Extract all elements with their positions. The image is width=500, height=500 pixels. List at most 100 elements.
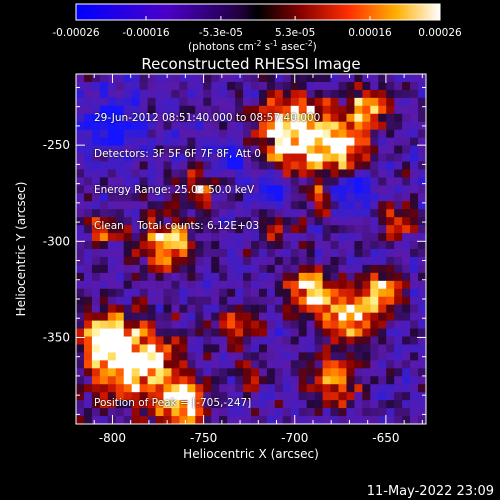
image-pixel <box>378 249 387 258</box>
image-pixel <box>243 121 252 131</box>
image-pixel <box>227 304 236 314</box>
image-pixel <box>76 217 85 226</box>
image-pixel <box>251 153 260 162</box>
image-pixel <box>107 264 117 274</box>
image-pixel <box>251 328 260 337</box>
image-pixel <box>251 137 260 146</box>
image-pixel <box>274 288 284 298</box>
image-pixel <box>243 241 252 250</box>
image-pixel <box>266 264 276 274</box>
image-pixel <box>354 81 363 91</box>
image-pixel <box>251 89 260 99</box>
image-pixel <box>274 328 284 337</box>
image-pixel <box>115 185 125 194</box>
image-pixel <box>171 97 180 107</box>
image-pixel <box>187 249 196 258</box>
image-pixel <box>298 272 308 282</box>
image-pixel <box>227 320 236 329</box>
image-pixel <box>330 177 339 186</box>
image-pixel <box>123 153 133 162</box>
image-pixel <box>314 209 323 218</box>
image-pixel <box>203 145 212 154</box>
image-pixel <box>195 400 204 409</box>
image-pixel <box>258 97 268 107</box>
image-pixel <box>219 296 228 306</box>
image-pixel <box>282 264 292 274</box>
image-pixel <box>322 225 331 234</box>
image-pixel <box>386 368 395 377</box>
image-pixel <box>203 400 212 409</box>
image-pixel <box>394 145 403 154</box>
image-pixel <box>187 137 196 146</box>
image-pixel <box>163 344 172 353</box>
image-pixel <box>338 368 347 377</box>
image-pixel <box>139 288 148 298</box>
image-pixel <box>147 312 156 321</box>
image-pixel <box>322 81 331 91</box>
image-pixel <box>155 392 164 401</box>
image-pixel <box>274 185 284 194</box>
image-pixel <box>91 368 101 377</box>
image-pixel <box>298 312 308 321</box>
image-pixel <box>402 225 411 234</box>
image-pixel <box>410 169 419 178</box>
image-pixel <box>370 392 379 401</box>
image-pixel <box>99 368 109 377</box>
image-pixel <box>322 392 331 401</box>
image-pixel <box>163 121 172 131</box>
image-pixel <box>338 256 347 266</box>
image-pixel <box>314 376 323 385</box>
image-pixel <box>76 328 85 337</box>
image-pixel <box>83 233 93 242</box>
image-pixel <box>298 217 308 226</box>
image-pixel <box>314 416 323 424</box>
image-pixel <box>266 153 276 162</box>
image-pixel <box>147 336 156 345</box>
image-pixel <box>219 209 228 218</box>
image-pixel <box>274 360 284 369</box>
rhessi-image <box>76 74 426 424</box>
image-pixel <box>171 193 180 202</box>
image-pixel <box>76 272 85 282</box>
image-pixel <box>338 296 347 306</box>
image-pixel <box>386 416 395 424</box>
image-pixel <box>227 89 236 99</box>
image-pixel <box>394 97 403 107</box>
image-pixel <box>362 121 371 131</box>
image-pixel <box>298 129 308 139</box>
image-pixel <box>290 201 300 210</box>
image-pixel <box>243 209 252 218</box>
image-pixel <box>123 296 133 306</box>
image-pixel <box>219 320 228 329</box>
image-pixel <box>330 416 339 424</box>
image-pixel <box>386 304 395 314</box>
image-pixel <box>123 320 133 329</box>
image-pixel <box>163 272 172 282</box>
image-pixel <box>306 408 316 417</box>
image-pixel <box>219 376 228 385</box>
image-pixel <box>338 328 347 337</box>
image-pixel <box>322 328 331 337</box>
image-pixel <box>314 249 323 258</box>
image-pixel <box>131 74 141 83</box>
image-pixel <box>274 209 284 218</box>
image-pixel <box>346 105 355 115</box>
image-pixel <box>91 288 101 298</box>
image-pixel <box>243 304 252 314</box>
image-pixel <box>266 121 276 131</box>
image-pixel <box>378 241 387 250</box>
image-pixel <box>179 241 188 250</box>
image-pixel <box>187 201 196 210</box>
image-pixel <box>274 169 284 178</box>
image-pixel <box>203 360 212 369</box>
image-pixel <box>91 193 101 202</box>
image-pixel <box>131 352 141 361</box>
image-pixel <box>394 153 403 162</box>
image-pixel <box>370 264 379 274</box>
image-pixel <box>410 392 419 401</box>
image-pixel <box>99 201 109 210</box>
image-pixel <box>131 105 141 115</box>
image-pixel <box>83 296 93 306</box>
image-pixel <box>163 241 172 250</box>
image-pixel <box>362 392 371 401</box>
